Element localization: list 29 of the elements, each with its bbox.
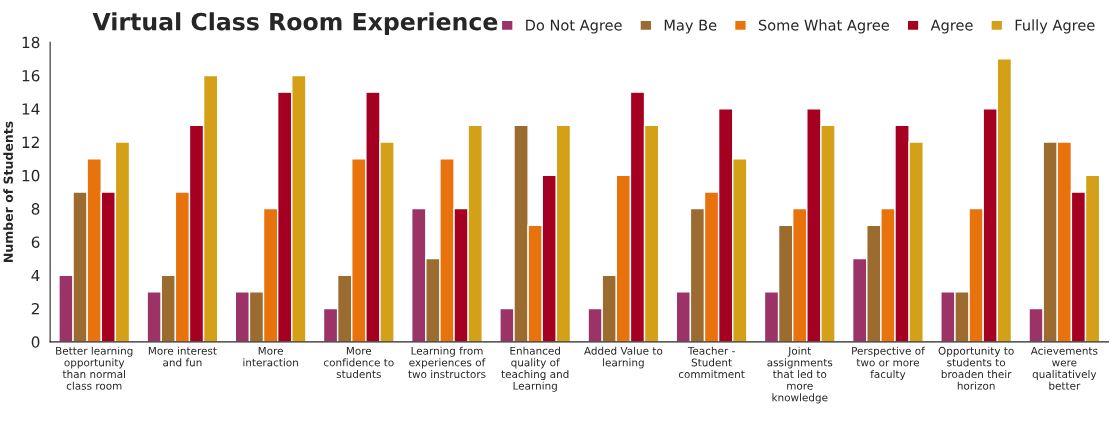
y-tick-label: 18: [22, 36, 40, 49]
y-tick-label: 10: [22, 169, 40, 182]
y-tick-label: 4: [31, 269, 40, 282]
y-tick-label: 6: [31, 236, 40, 248]
x-tick-label: Enhanced quality of teaching and Learning: [501, 346, 569, 392]
y-tick-label: 8: [31, 203, 40, 215]
x-tick-label: Opportunity to students to broaden their horizon: [938, 346, 1014, 390]
y-tick-label: 16: [22, 69, 40, 82]
x-tick-label: More interaction: [243, 347, 298, 367]
y-tick-label: 14: [22, 103, 40, 115]
y-tick-label: 12: [22, 136, 39, 148]
x-tick-label: Perspective of two or more faculty: [852, 346, 925, 381]
x-tick-label: Better learning opportunity than normal class room: [56, 346, 133, 390]
x-tick-label: Added Value to learning: [584, 346, 663, 369]
x-tick-label: More interest and fun: [148, 346, 217, 367]
legend-label: Agree: [930, 19, 973, 34]
x-tick-label: More confidence to students: [323, 347, 394, 379]
x-tick-label: Teacher - Student commitment: [678, 346, 745, 379]
legend-label: Do Not Agree: [526, 19, 622, 34]
legend-label: Fully Agree: [1015, 19, 1095, 34]
chart-title: Virtual Class Room Experience: [92, 12, 498, 36]
x-tick-label: Acievements were qualitatively better: [1030, 346, 1098, 390]
x-tick-label: Learning from experiences of two instructors: [408, 346, 486, 379]
legend-label: Some What Agree: [758, 19, 889, 34]
y-tick-label: 0: [31, 336, 40, 348]
y-tick-label: 2: [31, 302, 39, 315]
y-axis-title: Number of Students: [3, 121, 13, 263]
legend-label: May Be: [664, 19, 717, 34]
x-tick-label: Joint assignments that led to more knowledge: [767, 346, 833, 404]
